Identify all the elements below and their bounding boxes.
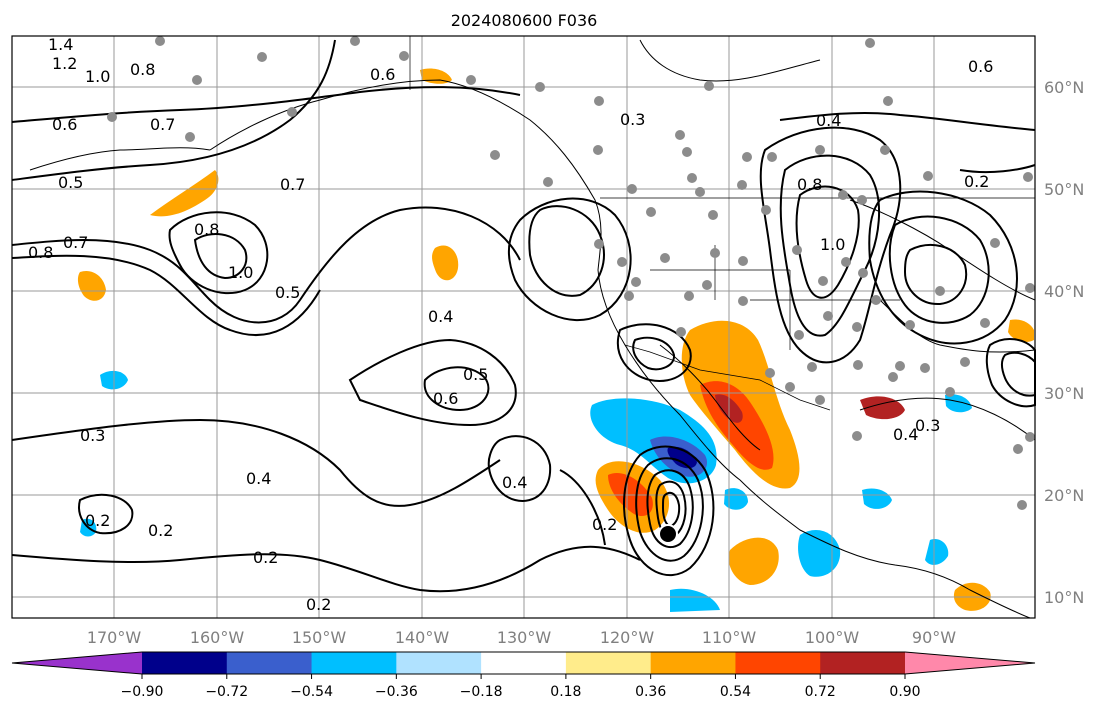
contour-label: 0.2 [148,521,173,540]
contour-label: 1.4 [48,35,73,54]
colorbar-segment [311,652,397,674]
negative-patch-3 [670,588,720,612]
map-title: 2024080600 F036 [451,11,598,30]
lat-label: 30°N [1044,384,1084,403]
contour-label: 0.8 [28,243,53,262]
contour-label: 0.2 [253,548,278,567]
positive-anomaly-core [608,472,653,517]
contour-label: 0.6 [370,65,395,84]
contour-label: 0.8 [130,60,155,79]
lon-label: 120°W [600,628,655,647]
colorbar-tick-label: 0.72 [805,684,836,700]
contour-label: 0.3 [915,416,940,435]
positive-patch-5 [77,270,106,301]
positive-patch-1 [150,170,219,217]
longitude-labels: 170°W 160°W 150°W 140°W 130°W 120°W 110°… [87,628,956,647]
negative-patch-4 [724,488,748,510]
colorbar-tick-label: 0.90 [889,684,920,700]
contour-label: 0.4 [502,473,527,492]
lon-label: 100°W [805,628,860,647]
colorbar-tick-label: −0.54 [290,684,333,700]
lon-label: 140°W [395,628,450,647]
colorbar-segment [142,652,228,674]
negative-patch-5 [862,488,892,509]
contour-label: 1.0 [85,67,110,86]
contour-label: 0.6 [968,57,993,76]
lat-label: 20°N [1044,486,1084,505]
positive-patch-2 [432,245,459,281]
lon-label: 90°W [912,628,956,647]
lon-label: 130°W [497,628,552,647]
contour-label: 0.6 [433,389,458,408]
contour-label: 0.8 [194,220,219,239]
contour-labels: 1.4 1.2 1.0 0.8 0.6 0.7 0.6 0.5 0.7 0.8 … [28,35,993,614]
negative-patch-6 [925,539,949,565]
lon-label: 110°W [702,628,757,647]
contour-label: 0.8 [797,175,822,194]
contour-label: 0.3 [620,110,645,129]
colorbar-tick-label: −0.18 [460,684,503,700]
positive-patch-3 [728,537,779,585]
contour-label: 0.2 [592,515,617,534]
negative-patch-8 [945,394,972,413]
colorbar-segment [396,652,482,674]
colorbar-tick-label: 0.54 [720,684,751,700]
contour-label: 0.4 [816,111,841,130]
negative-patch-2 [798,530,841,577]
lat-label: 10°N [1044,588,1084,607]
contour-label: 0.2 [306,595,331,614]
lon-label: 160°W [190,628,245,647]
negative-anomaly-deep [667,446,697,469]
positive-patch-7 [1008,319,1034,343]
contour-label: 1.2 [52,54,77,73]
contour-label: 0.3 [80,426,105,445]
colorbar-tick-label: 0.18 [550,684,581,700]
map-frame [11,35,1036,619]
contour-label: 0.4 [246,469,271,488]
contour-label: 0.7 [150,115,175,134]
map-gridlines [12,36,1035,618]
contour-label: 0.7 [280,175,305,194]
contour-label: 1.0 [228,263,253,282]
contour-label: 0.2 [964,172,989,191]
colorbar-extend-low [12,652,142,674]
contour-label: 1.0 [820,235,845,254]
station-markers [107,36,1035,510]
lon-label: 150°W [292,628,347,647]
lat-label: 50°N [1044,180,1084,199]
contour-label: 0.2 [85,511,110,530]
colorbar-segment [735,652,821,674]
contours [11,39,1036,593]
colorbar-tick-label: 0.36 [635,684,666,700]
colorbar-segment [226,652,313,674]
latitude-labels: 60°N 50°N 40°N 30°N 20°N 10°N [1044,78,1084,607]
contour-label: 0.5 [58,173,83,192]
colorbar: −0.90 −0.72 −0.54 −0.36 −0.18 0.18 0.36 0.54 0.7… [11,651,1036,700]
colorbar-tick-label: −0.90 [121,684,164,700]
colorbar-tick-label: −0.36 [375,684,418,700]
lat-label: 60°N [1044,78,1084,97]
lon-label: 170°W [87,628,142,647]
contour-label: 0.7 [63,233,88,252]
colorbar-segment [820,652,906,674]
low-center-marker [658,524,678,544]
colorbar-segment [650,652,736,674]
contour-label: 0.5 [463,365,488,384]
contour-label: 0.6 [52,115,77,134]
anomaly-fills [77,68,1034,612]
contour-label: 0.4 [893,425,918,444]
colorbar-extend-high [905,652,1035,674]
contour-label: 0.4 [428,307,453,326]
colorbar-tick-label: −0.72 [205,684,248,700]
lat-label: 40°N [1044,282,1084,301]
positive-patch-8 [860,396,905,420]
colorbar-segment [565,652,652,674]
contour-label: 0.5 [275,283,300,302]
colorbar-segment [481,652,567,674]
